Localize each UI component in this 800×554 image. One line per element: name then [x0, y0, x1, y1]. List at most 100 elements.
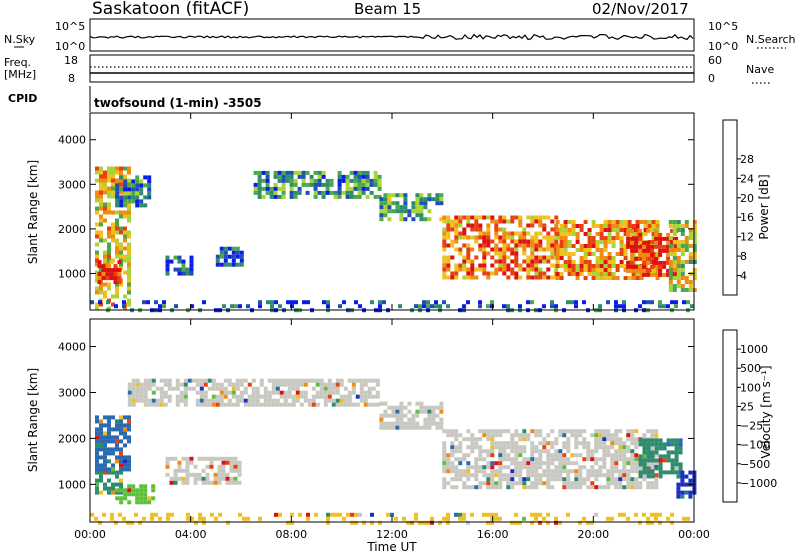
power-y-axis-label: Slant Range [km]: [26, 160, 40, 264]
heatmap-cell: [590, 453, 595, 458]
heatmap-cell: [165, 255, 170, 260]
heatmap-cell: [353, 178, 358, 183]
heatmap-cell: [670, 228, 675, 233]
heatmap-cell: [518, 481, 523, 486]
heatmap-cell: [530, 461, 535, 466]
heatmap-cell: [258, 300, 262, 305]
heatmap-cell: [518, 445, 523, 450]
heatmap-cell: [289, 174, 294, 179]
heatmap-cell: [231, 382, 236, 387]
heatmap-cell: [115, 230, 119, 235]
heatmap-cell: [615, 252, 620, 256]
heatmap-cell: [638, 304, 642, 309]
heatmap-cell: [261, 178, 266, 183]
heatmap-cell: [646, 458, 651, 463]
heatmap-cell: [458, 449, 463, 454]
heatmap-cell: [510, 461, 515, 466]
heatmap-cell: [518, 469, 523, 474]
heatmap-cell: [99, 174, 103, 179]
heatmap-cell: [670, 470, 675, 475]
heatmap-cell: [538, 433, 543, 438]
heatmap-cell: [538, 231, 543, 236]
heatmap-cell: [670, 466, 675, 471]
heatmap-cell: [502, 441, 507, 446]
heatmap-cell: [680, 482, 685, 487]
heatmap-cell: [95, 435, 99, 440]
heatmap-cell: [607, 240, 612, 244]
heatmap-cell: [181, 468, 186, 473]
heatmap-cell: [450, 239, 455, 244]
heatmap-cell: [586, 457, 591, 462]
heatmap-cell: [218, 512, 222, 517]
heatmap-cell: [114, 520, 118, 525]
heatmap-cell: [639, 272, 644, 276]
heatmap-cell: [399, 409, 404, 414]
heatmap-cell: [217, 468, 222, 473]
heatmap-cell: [474, 239, 479, 244]
heatmap-cell: [676, 482, 681, 487]
heatmap-cell: [566, 477, 571, 482]
heatmap-cell: [622, 477, 627, 482]
heatmap-cell: [111, 210, 115, 215]
heatmap-cell: [630, 256, 635, 261]
heatmap-cell: [287, 402, 292, 407]
x-tick-label: 00:00: [74, 528, 106, 541]
heatmap-cell: [338, 304, 342, 309]
heatmap-cell: [474, 485, 479, 490]
heatmap-cell: [103, 470, 107, 475]
heatmap-cell: [646, 228, 651, 233]
heatmap-cell: [670, 520, 674, 525]
heatmap-cell: [570, 300, 574, 305]
heatmap-cell: [458, 433, 463, 438]
heatmap-cell: [231, 262, 236, 267]
heatmap-cell: [217, 464, 222, 469]
heatmap-cell: [435, 405, 440, 410]
heatmap-cell: [107, 435, 111, 440]
heatmap-cell: [103, 210, 107, 215]
heatmap-cell: [643, 224, 648, 228]
heatmap-cell: [317, 178, 322, 183]
heatmap-cell: [251, 378, 256, 383]
heatmap-cell: [219, 398, 224, 403]
heatmap-cell: [403, 201, 408, 206]
heatmap-cell: [189, 472, 194, 477]
heatmap-cell: [563, 240, 568, 244]
heatmap-cell: [530, 247, 535, 252]
heatmap-cell: [103, 435, 107, 440]
heatmap-cell: [173, 456, 178, 461]
heatmap-cell: [662, 236, 667, 241]
heatmap-cell: [297, 190, 302, 195]
heatmap-cell: [181, 259, 186, 264]
heatmap-cell: [607, 276, 612, 280]
heatmap-cell: [615, 220, 620, 224]
heatmap-cell: [684, 240, 689, 244]
heatmap-cell: [666, 450, 671, 455]
heatmap-cell: [454, 223, 459, 228]
heatmap-cell: [502, 259, 507, 264]
heatmap-cell: [634, 441, 639, 446]
heatmap-cell: [607, 252, 612, 256]
heatmap-cell: [526, 231, 531, 236]
heatmap-cell: [538, 215, 543, 220]
heatmap-cell: [109, 272, 114, 277]
heatmap-cell: [462, 255, 467, 260]
heatmap-cell: [207, 398, 212, 403]
heatmap-cell: [367, 394, 372, 399]
heatmap-cell: [127, 500, 132, 505]
heatmap-cell: [107, 194, 111, 199]
heatmap-cell: [446, 469, 451, 474]
heatmap-cell: [611, 244, 616, 248]
heatmap-cell: [680, 470, 685, 475]
heatmap-cell: [119, 500, 124, 505]
heatmap-cell: [510, 235, 515, 240]
heatmap-cell: [514, 441, 519, 446]
heatmap-cell: [562, 469, 567, 474]
heatmap-cell: [115, 455, 119, 460]
heatmap-cell: [259, 382, 264, 387]
heatmap-cell: [534, 219, 539, 224]
heatmap-cell: [506, 304, 510, 309]
heatmap-cell: [692, 272, 697, 276]
heatmap-cell: [442, 516, 446, 521]
heatmap-cell: [97, 272, 102, 277]
